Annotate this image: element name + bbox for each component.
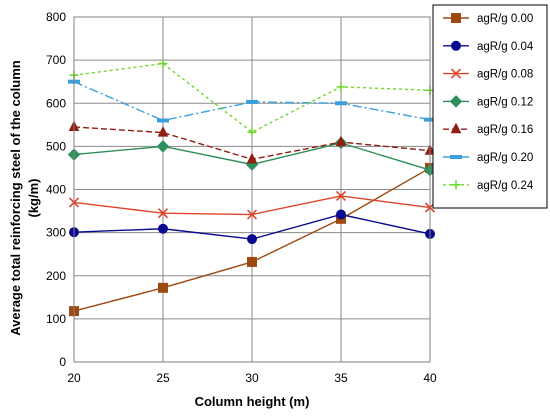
y-tick-label: 500	[46, 139, 66, 153]
legend-marker	[449, 95, 463, 108]
y-axis-title-line-1: Average total reinforcing steel of the c…	[8, 60, 23, 336]
legend-item: agR/g 0.16	[443, 122, 533, 136]
legend-marker	[450, 122, 462, 134]
legend-marker	[450, 68, 462, 79]
data-point	[247, 234, 257, 245]
axis-layer: 0 100 200 300 400 500 600 700 800 20 25 30 35 40	[46, 10, 437, 385]
data-point	[246, 152, 258, 164]
legend-marker	[450, 155, 462, 159]
data-point	[157, 208, 169, 219]
grid-layer	[73, 16, 431, 363]
legend-label: agR/g 0.16	[477, 124, 533, 136]
x-tick-label: 35	[334, 371, 348, 385]
legend-item: agR/g 0.20	[443, 152, 533, 164]
y-tick-label: 700	[46, 53, 66, 67]
x-tick-label: 20	[67, 371, 81, 385]
y-tick-label: 600	[46, 96, 66, 110]
legend-label: agR/g 0.00	[477, 13, 533, 25]
data-point	[156, 140, 170, 153]
legend-box	[432, 4, 548, 209]
legend-item: agR/g 0.00	[443, 13, 533, 25]
data-point	[335, 101, 347, 106]
x-axis-title: Column height (m)	[195, 394, 310, 409]
legend-item: agR/g 0.12	[443, 95, 533, 108]
series-line	[73, 62, 431, 133]
legend-marker	[451, 180, 461, 190]
data-point	[247, 256, 257, 267]
x-tick-label: 30	[245, 371, 259, 385]
legend-item: agR/g 0.04	[443, 40, 534, 53]
data-point	[246, 209, 258, 220]
legend-label: agR/g 0.20	[477, 152, 533, 164]
legend-label: agR/g 0.04	[477, 41, 534, 53]
data-point	[157, 125, 169, 137]
data-point	[335, 135, 347, 147]
y-axis-title-line-2: (kg/m)	[26, 179, 41, 218]
data-point	[247, 127, 257, 137]
data-point	[158, 282, 168, 293]
x-tick-label: 40	[423, 371, 437, 385]
y-tick-label: 0	[59, 355, 66, 369]
data-point	[336, 209, 346, 220]
data-point	[336, 82, 346, 92]
y-tick-label: 400	[46, 183, 66, 197]
legend-label: agR/g 0.24	[477, 180, 534, 192]
data-point	[158, 59, 168, 69]
y-tick-label: 100	[46, 312, 66, 326]
data-point	[335, 190, 347, 202]
legend-label: agR/g 0.08	[477, 69, 533, 81]
y-tick-label: 300	[46, 226, 66, 240]
y-tick-label: 800	[46, 10, 66, 24]
legend-item: agR/g 0.24	[443, 180, 534, 192]
x-tick-label: 25	[156, 371, 170, 385]
y-tick-label: 200	[46, 269, 66, 283]
legend-label: agR/g 0.12	[477, 96, 533, 108]
data-point	[246, 99, 258, 104]
legend-item: agR/g 0.08	[443, 68, 533, 81]
y-axis-title-group: Average total reinforcing steel of the c…	[8, 60, 41, 336]
legend: agR/g 0.00 agR/g 0.04 agR/g 0.08 agR/g 0.12…	[432, 4, 548, 209]
plot-area-frame	[73, 16, 431, 363]
legend-marker	[451, 13, 461, 23]
data-point	[157, 118, 169, 123]
legend-marker	[451, 40, 461, 51]
data-point	[158, 223, 168, 234]
